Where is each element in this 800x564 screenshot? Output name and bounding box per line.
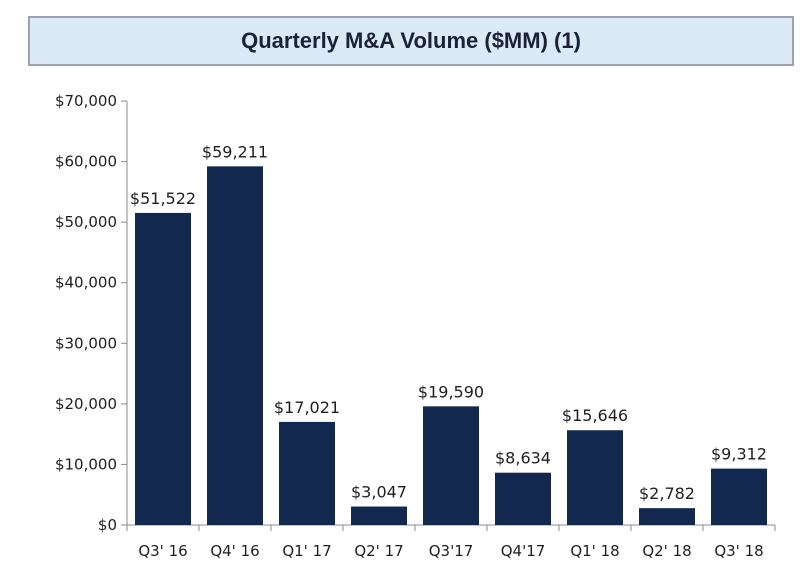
y-tick-label: $50,000 [55,213,117,231]
bar-data-label: $9,312 [711,445,767,464]
bar-data-label: $8,634 [495,449,551,468]
x-category-label: Q3' 18 [714,542,763,560]
y-tick-label: $60,000 [55,153,117,171]
bar-data-label: $3,047 [351,483,407,502]
bar [495,472,551,525]
bar-data-label: $19,590 [418,382,484,401]
x-category-label: Q3' 16 [138,542,187,560]
chart-axes: $0 $10,000 $20,000 $30,000 $40,000 $50,000 $60… [55,92,776,534]
bar-data-label: $59,211 [202,142,268,161]
x-category-label: Q1' 17 [282,542,331,560]
bar [711,468,767,525]
bar [279,421,335,525]
x-category-label: Q4' 16 [210,542,259,560]
y-tick-label: $70,000 [55,92,117,110]
y-tick-label: $0 [98,516,117,534]
x-category-label: Q2' 18 [642,542,691,560]
chart-bars [135,166,767,525]
chart-title: Quarterly M&A Volume ($MM) (1) [241,28,581,53]
bar-data-label: $51,522 [130,189,196,208]
bar-data-label: $15,646 [562,406,628,425]
bar [351,506,407,525]
bar [423,406,479,525]
x-category-label: Q1' 18 [570,542,619,560]
bar [207,166,263,525]
bar-data-label: $17,021 [274,398,340,417]
y-tick-label: $40,000 [55,274,117,292]
chart-title-box: Quarterly M&A Volume ($MM) (1) [28,16,794,66]
chart-labels: $51,522 Q3' 16 $59,211 Q4' 16 $17,021 Q1' 17 $… [130,142,767,560]
bar [135,212,191,525]
y-tick-label: $30,000 [55,334,117,352]
bar [567,430,623,525]
bar [639,508,695,525]
x-category-label: Q4'17 [501,542,546,560]
x-category-label: Q3'17 [429,542,474,560]
x-category-label: Q2' 17 [354,542,403,560]
bar-data-label: $2,782 [639,484,695,503]
y-tick-label: $10,000 [55,455,117,473]
y-tick-label: $20,000 [55,395,117,413]
